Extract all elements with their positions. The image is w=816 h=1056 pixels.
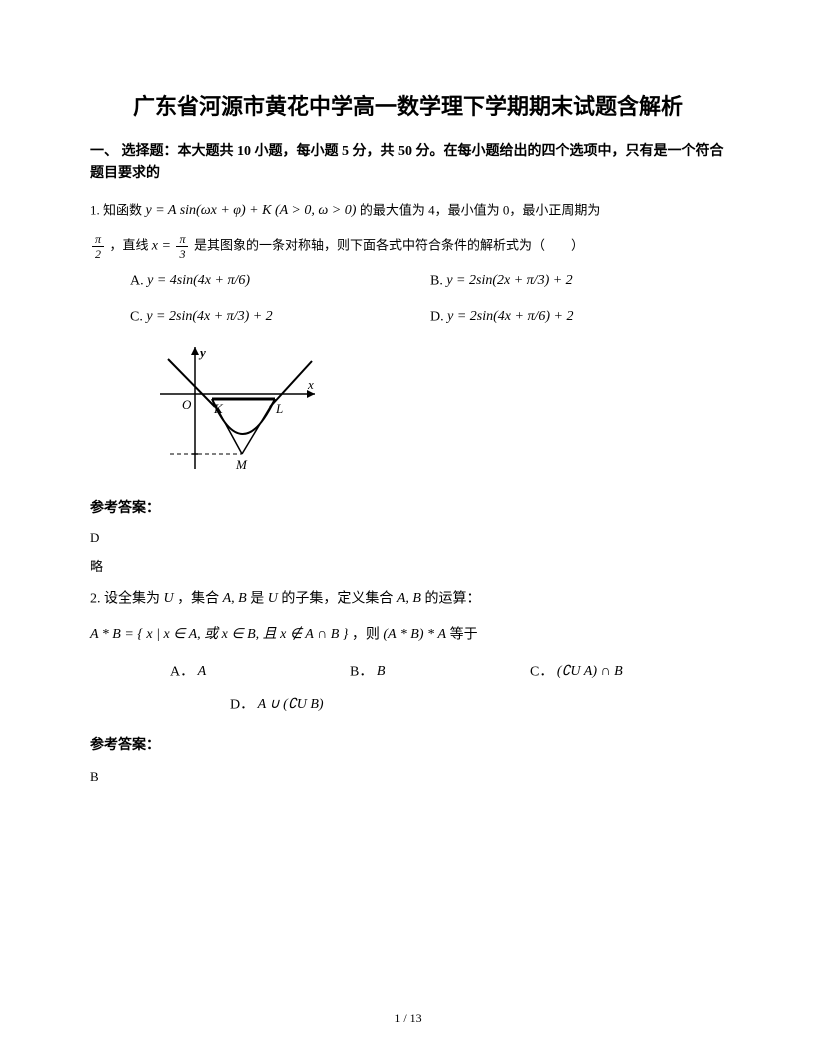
q1-optC-expr: y = 2sin(4x + π/3) + 2 [146, 309, 272, 324]
q1-optD-label: D. [430, 310, 444, 325]
q2-AB1: A, B [223, 591, 247, 606]
q1-period-frac: π 2 [92, 233, 104, 260]
q2-optB-label: B． [350, 665, 373, 680]
q1-answer: D [90, 528, 726, 549]
label-O: O [182, 397, 192, 412]
q2-optC-expr: (∁U A) ∩ B [557, 664, 623, 679]
label-K: K [213, 401, 224, 416]
q1-axis-frac: π 3 [176, 233, 188, 260]
q2-opts-row1: A． A B． B C． (∁U A) ∩ B [170, 661, 710, 684]
q2-optA-label: A． [170, 665, 194, 680]
q1-optD-expr: y = 2sin(4x + π/6) + 2 [447, 309, 573, 324]
page-footer: 1 / 13 [0, 1009, 816, 1028]
q2-AB2: A, B [397, 591, 421, 606]
q1-func-expr: y = A sin(ωx + φ) + K (A > 0, ω > 0) [146, 203, 357, 218]
q1-mid2: ，直线 [110, 237, 152, 252]
q2-l1b: ，集合 [177, 591, 223, 606]
q2-U1: U [164, 591, 174, 606]
q2-optB: B． B [350, 661, 530, 684]
q2-l1d: 的子集，定义集合 [281, 591, 397, 606]
q1-optB: B. y = 2sin(2x + π/3) + 2 [430, 270, 726, 293]
q1-optC-label: C. [130, 310, 143, 325]
page: 广东省河源市黄花中学高一数学理下学期期末试题含解析 一、 选择题：本大题共 10… [0, 0, 816, 1056]
q1-stem: 1. 知函数 y = A sin(ωx + φ) + K (A > 0, ω >… [90, 200, 726, 223]
q2-def-line: A * B = { x | x ∈ A, 或 x ∈ B, 且 x ∉ A ∩ … [90, 624, 726, 647]
q2-optA: A． A [170, 661, 350, 684]
q1-opts-row1: A. y = 4sin(4x + π/6) B. y = 2sin(2x + π… [130, 270, 726, 293]
q1-graph: y x O K L M [150, 339, 726, 487]
line-lm [242, 399, 275, 454]
q1-optA-label: A. [130, 273, 144, 288]
curve-left-top [168, 359, 215, 407]
q2-options: A． A B． B C． (∁U A) ∩ B D． A ∪ (∁U B) [170, 661, 726, 717]
q2-opts-row2: D． A ∪ (∁U B) [230, 694, 726, 717]
label-M: M [235, 457, 248, 472]
q2-optD-label: D． [230, 697, 254, 712]
q1-explain: 略 [90, 557, 726, 578]
q1-optA-expr: y = 4sin(4x + π/6) [147, 273, 250, 288]
q2-eq: 等于 [450, 628, 478, 643]
q1-optA: A. y = 4sin(4x + π/6) [130, 270, 430, 293]
q1-mid1: 的最大值为 4，最小值为 0，最小正周期为 [360, 202, 601, 217]
q2-optD-expr: A ∪ (∁U B) [258, 697, 324, 712]
q1-optB-label: B. [430, 273, 443, 288]
q1-stem-line2: π 2 ，直线 x = π 3 是其图象的一条对称轴，则下面各式中符合条件的解析… [90, 233, 726, 260]
q2-optC-label: C． [530, 665, 553, 680]
y-arrow [191, 347, 199, 355]
label-L: L [275, 401, 283, 416]
q1-optD: D. y = 2sin(4x + π/6) + 2 [430, 306, 726, 329]
q1-answer-label: 参考答案： [90, 498, 726, 520]
q1-optC: C. y = 2sin(4x + π/3) + 2 [130, 306, 430, 329]
page-title: 广东省河源市黄花中学高一数学理下学期期末试题含解析 [90, 90, 726, 123]
q2-l1e: 的运算： [424, 591, 480, 606]
q2-def-expr: A * B = { x | x ∈ A, 或 x ∈ B, 且 x ∉ A ∩ … [90, 627, 348, 642]
graph-svg: y x O K L M [150, 339, 330, 479]
q2-then: ，则 [352, 628, 384, 643]
q1-prefix: 1. 知函数 [90, 202, 142, 217]
q2-stem-line1: 2. 设全集为 U ，集合 A, B 是 U 的子集，定义集合 A, B 的运算… [90, 588, 726, 611]
label-y: y [198, 345, 206, 360]
q1-mid3: 是其图象的一条对称轴，则下面各式中符合条件的解析式为（ ） [194, 237, 584, 252]
q2-target: (A * B) * A [383, 627, 446, 642]
q1-axis-lhs: x = [152, 238, 175, 253]
q2-l1a: 2. 设全集为 [90, 591, 160, 606]
q1-opts-row2: C. y = 2sin(4x + π/3) + 2 D. y = 2sin(4x… [130, 306, 726, 329]
q1-optB-expr: y = 2sin(2x + π/3) + 2 [446, 273, 572, 288]
q2-optC: C． (∁U A) ∩ B [530, 661, 710, 684]
section-heading: 一、 选择题：本大题共 10 小题，每小题 5 分，共 50 分。在每小题给出的… [90, 141, 726, 186]
q2-optB-expr: B [377, 664, 386, 679]
label-x: x [307, 377, 314, 392]
q2-optA-expr: A [198, 664, 207, 679]
q2-answer: B [90, 767, 726, 788]
q2-l1c: 是 [250, 591, 268, 606]
q2-U2: U [268, 591, 278, 606]
q2-answer-label: 参考答案： [90, 735, 726, 757]
